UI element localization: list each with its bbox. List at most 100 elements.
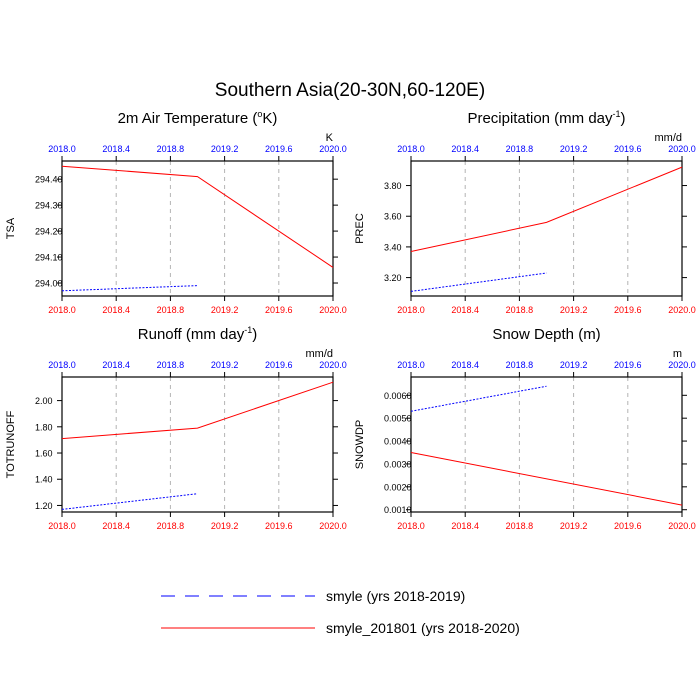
x-tick-label-top: 2018.4 (451, 360, 479, 370)
series-line-smyle (61, 285, 198, 292)
y-tick-label: 0.0010 (384, 505, 412, 515)
x-tick-label-top: 2018.4 (451, 144, 479, 154)
x-tick-label-top: 2018.4 (102, 360, 130, 370)
y-axis-label: PREC (354, 213, 366, 244)
x-tick-label-bottom: 2018.8 (506, 305, 534, 315)
legend-label-1: smyle (yrs 2018-2019) (326, 588, 465, 604)
y-tick-label: 3.40 (384, 242, 402, 252)
x-tick-label-bottom: 2018.8 (506, 521, 534, 531)
y-axis-label: TOTRUNOFF (5, 410, 17, 478)
y-tick-label: 1.40 (35, 475, 53, 485)
x-tick-label-top: 2019.6 (265, 144, 293, 154)
plot-frame (410, 376, 683, 513)
x-tick-label-bottom: 2019.2 (211, 305, 239, 315)
panel-title-main: Snow Depth (m) (492, 326, 600, 343)
plot-frame (61, 376, 334, 513)
legend: smyle (yrs 2018-2019) smyle_201801 (yrs 2… (161, 588, 520, 636)
y-tick-label: 1.80 (35, 422, 53, 432)
x-tick-label-bottom: 2020.0 (319, 521, 347, 531)
series-line-smyle (410, 385, 547, 412)
x-tick-label-bottom: 2019.6 (614, 521, 642, 531)
y-tick-label: 3.80 (384, 181, 402, 191)
panel-snowdp: Snow Depth (m) m 2018.0 2018.0 2018.4 2018.4 2… (354, 326, 696, 531)
y-tick-label: 2.00 (35, 396, 53, 406)
x-tick-label-top: 2020.0 (319, 360, 347, 370)
x-tick-label-top: 2018.0 (48, 144, 76, 154)
figure-title: Southern Asia(20-30N,60-120E) (215, 80, 485, 101)
panel-title-sup: -1 (244, 325, 252, 335)
y-tick-label: 3.20 (384, 273, 402, 283)
panel-title: Snow Depth (m) (492, 326, 600, 343)
x-tick-label-bottom: 2019.2 (560, 305, 588, 315)
chart-panels: 2m Air Temperature (oK) K 2018.0 2018.0 2018… (5, 109, 696, 531)
x-tick-label-bottom: 2018.0 (48, 305, 76, 315)
x-tick-label-top: 2018.8 (506, 144, 534, 154)
panel-prec: Precipitation (mm day-1) mm/d 2018.0 2018.0… (354, 109, 696, 315)
x-tick-label-bottom: 2019.2 (211, 521, 239, 531)
panel-title-sup: o (257, 109, 262, 119)
x-tick-label-top: 2018.0 (397, 144, 425, 154)
y-tick-label: 0.0040 (384, 437, 412, 447)
x-tick-label-top: 2018.8 (506, 360, 534, 370)
panel-title: Precipitation (mm day-1) (467, 109, 625, 127)
y-tick-label: 294.20 (35, 227, 63, 237)
x-tick-label-top: 2019.2 (211, 360, 239, 370)
panel-title-main: Runoff (mm day (138, 326, 245, 343)
y-tick-label: 1.60 (35, 449, 53, 459)
x-tick-label-top: 2018.4 (102, 144, 130, 154)
x-tick-label-bottom: 2020.0 (319, 305, 347, 315)
series-line-smyle-201801 (61, 165, 334, 268)
series-line-smyle-201801 (410, 166, 683, 252)
plot-frame (61, 160, 334, 297)
units-label: mm/d (655, 132, 683, 144)
units-label: K (326, 132, 334, 144)
x-tick-label-top: 2019.6 (614, 144, 642, 154)
plot-frame (410, 160, 683, 297)
panel-title: Runoff (mm day-1) (138, 325, 257, 343)
y-tick-label: 294.40 (35, 175, 63, 185)
y-axis-label: SNOWDP (354, 420, 366, 470)
x-tick-label-top: 2018.0 (397, 360, 425, 370)
x-tick-label-top: 2020.0 (668, 360, 696, 370)
x-tick-label-bottom: 2018.4 (102, 521, 130, 531)
panel-title-sup: -1 (613, 109, 621, 119)
x-tick-label-bottom: 2018.4 (451, 521, 479, 531)
series-line-smyle-201801 (61, 381, 334, 440)
x-tick-label-top: 2018.0 (48, 360, 76, 370)
series-line-smyle-201801 (410, 452, 683, 506)
series-line-smyle (61, 493, 198, 510)
panel-title-end: ) (621, 110, 626, 127)
panel-title-end: ) (252, 326, 257, 343)
x-tick-label-top: 2019.2 (560, 144, 588, 154)
y-tick-label: 0.0060 (384, 391, 412, 401)
x-tick-label-top: 2018.8 (157, 144, 185, 154)
x-tick-label-top: 2020.0 (319, 144, 347, 154)
x-tick-label-bottom: 2019.6 (265, 305, 293, 315)
x-tick-label-bottom: 2018.4 (451, 305, 479, 315)
x-tick-label-bottom: 2018.0 (48, 521, 76, 531)
x-tick-label-top: 2018.8 (157, 360, 185, 370)
x-tick-label-bottom: 2018.0 (397, 521, 425, 531)
panel-title-end: K) (262, 110, 277, 127)
x-tick-label-bottom: 2019.6 (265, 521, 293, 531)
x-tick-label-bottom: 2018.4 (102, 305, 130, 315)
x-tick-label-top: 2019.6 (265, 360, 293, 370)
y-tick-label: 294.00 (35, 279, 63, 289)
x-tick-label-top: 2020.0 (668, 144, 696, 154)
y-tick-label: 0.0050 (384, 414, 412, 424)
y-tick-label: 294.30 (35, 201, 63, 211)
panel-title: 2m Air Temperature (oK) (118, 109, 278, 127)
y-tick-label: 294.10 (35, 253, 63, 263)
legend-label-2: smyle_201801 (yrs 2018-2020) (326, 620, 520, 636)
x-tick-label-bottom: 2018.0 (397, 305, 425, 315)
panel-title-main: Precipitation (mm day (467, 110, 613, 127)
panel-totrunoff: Runoff (mm day-1) mm/d 2018.0 2018.0 2018.4 2… (5, 325, 347, 531)
y-tick-label: 3.60 (384, 212, 402, 222)
panel-tsa: 2m Air Temperature (oK) K 2018.0 2018.0 2018… (5, 109, 347, 315)
y-tick-label: 0.0020 (384, 482, 412, 492)
series-line-smyle (410, 272, 547, 292)
x-tick-label-bottom: 2020.0 (668, 521, 696, 531)
x-tick-label-bottom: 2018.8 (157, 521, 185, 531)
x-tick-label-top: 2019.6 (614, 360, 642, 370)
